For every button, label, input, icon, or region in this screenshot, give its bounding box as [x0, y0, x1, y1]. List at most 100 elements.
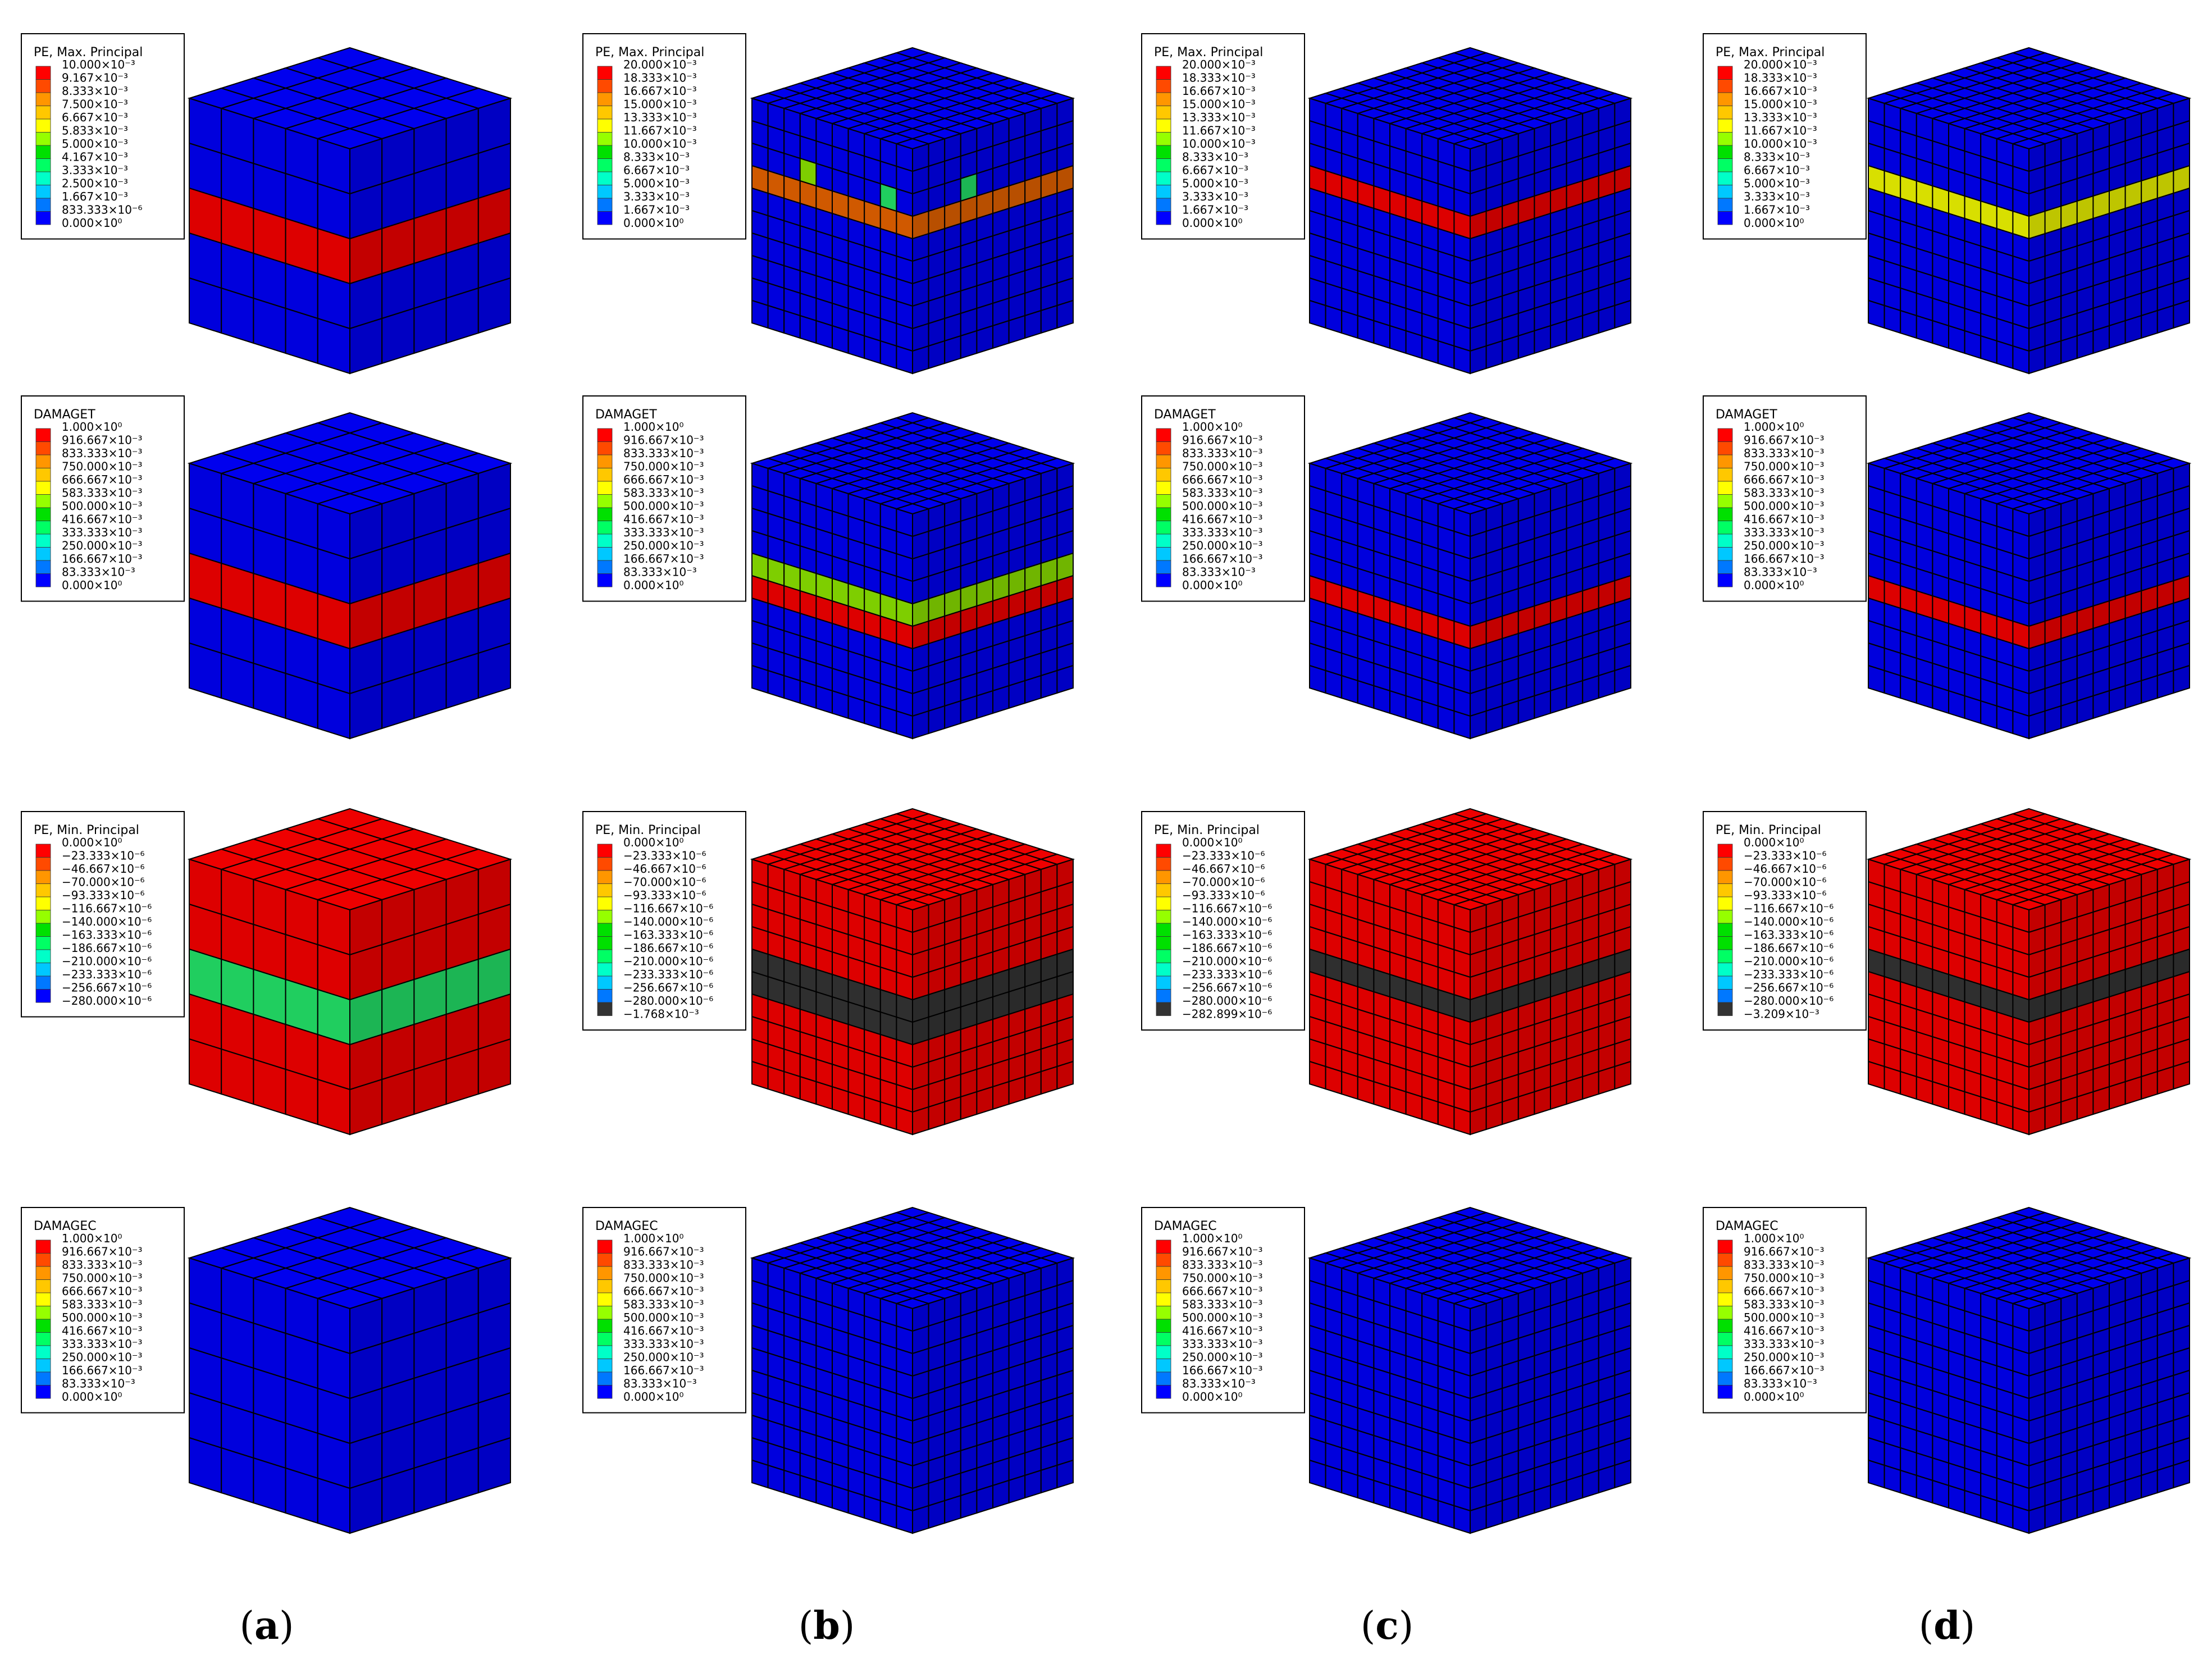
right-face-element — [2092, 325, 2110, 354]
legend-tick-label: 916.667×10⁻³ — [1182, 434, 1263, 447]
right-face-element — [2044, 1101, 2062, 1131]
legend-tick-label: 10.000×10⁻³ — [623, 137, 697, 151]
right-face-element — [960, 695, 978, 724]
right-face-element — [992, 320, 1010, 349]
right-face-element — [349, 1477, 383, 1534]
legend-tick-label: 750.000×10⁻³ — [1744, 460, 1825, 473]
right-face-element — [2060, 1096, 2078, 1125]
left-face-element — [1948, 690, 1965, 719]
legend-swatch — [597, 560, 613, 574]
legend-swatch — [1717, 1266, 1733, 1280]
left-face-element — [1964, 330, 1982, 359]
legend-tick-label: 13.333×10⁻³ — [623, 111, 697, 124]
legend-swatch — [1717, 211, 1733, 225]
legend-swatch — [597, 211, 613, 225]
left-face-element — [221, 287, 254, 344]
legend-swatch — [35, 844, 51, 858]
right-face-element — [1598, 1464, 1616, 1494]
left-face-element — [1932, 685, 1949, 714]
legend-swatch — [597, 481, 613, 495]
legend-tick-label: 8.333×10⁻³ — [1744, 151, 1810, 164]
right-face-element — [928, 340, 946, 370]
legend-swatch — [1156, 560, 1171, 574]
legend-tick-label: 1.000×10⁰ — [1182, 420, 1242, 434]
legend-tick-label: −140.000×10⁻⁶ — [623, 915, 713, 928]
right-face-element — [928, 1101, 946, 1131]
legend-swatch — [35, 198, 51, 212]
left-face-element — [1341, 1070, 1358, 1100]
legend-swatch — [597, 1253, 613, 1267]
legend-tick-label: 3.333×10⁻³ — [1182, 190, 1248, 203]
legend-tick-label: 6.667×10⁻³ — [62, 111, 128, 124]
legend-tick-label: 4.167×10⁻³ — [62, 151, 128, 164]
legend-tick-label: 83.333×10⁻³ — [623, 566, 697, 579]
left-face-element — [1309, 664, 1326, 694]
left-face-element — [879, 1500, 897, 1529]
left-face-element — [1932, 1081, 1949, 1110]
legend-tick-label: 583.333×10⁻³ — [1744, 1298, 1825, 1311]
legend-tick-label: 833.333×10⁻³ — [623, 446, 704, 460]
left-face-element — [1373, 1081, 1390, 1110]
right-face-element — [1024, 1469, 1042, 1499]
legend-swatch — [1156, 211, 1171, 225]
left-face-element — [1325, 1065, 1343, 1095]
legend-tick-label: −280.000×10⁻⁶ — [1182, 994, 1272, 1008]
right-face-element — [2141, 309, 2158, 339]
legend-tick-label: −210.000×10⁻⁶ — [623, 955, 713, 968]
legend-swatch — [597, 132, 613, 146]
right-face-element — [1056, 1459, 1074, 1489]
legend-tick-label: 250.000×10⁻³ — [1182, 539, 1263, 553]
legend-tick-label: 83.333×10⁻³ — [1744, 566, 1817, 579]
legend-swatch — [1156, 494, 1171, 508]
legend-swatch — [1156, 1266, 1171, 1280]
legend-4-1: DAMAGEC1.000×10⁰916.667×10⁻³833.333×10⁻³… — [21, 1207, 185, 1414]
legend-tick-label: −233.333×10⁻⁶ — [1182, 968, 1272, 981]
legend-swatch — [35, 1239, 51, 1254]
legend-tick-label: 666.667×10⁻³ — [62, 1284, 143, 1298]
right-face-element — [2060, 335, 2078, 364]
legend-swatch — [1156, 573, 1171, 587]
legend-tick-label: 416.667×10⁻³ — [1744, 513, 1825, 526]
legend-tick-label: −70.000×10⁻⁶ — [1744, 876, 1827, 889]
legend-tick-label: 250.000×10⁻³ — [623, 1351, 704, 1364]
left-face-element — [1421, 1494, 1439, 1524]
legend-swatch — [1717, 171, 1733, 185]
right-face-element — [1566, 1474, 1584, 1504]
right-face-element — [1470, 1505, 1487, 1534]
legend-tick-label: −210.000×10⁻⁶ — [62, 955, 152, 968]
right-face-element — [960, 1091, 978, 1120]
legend-swatch — [1717, 963, 1733, 977]
legend-swatch — [35, 547, 51, 561]
legend-swatch — [1156, 1253, 1171, 1267]
legend-tick-label: −93.333×10⁻⁶ — [1744, 888, 1827, 902]
legend-tick-label: 83.333×10⁻³ — [62, 566, 135, 579]
legend-swatch — [1717, 936, 1733, 950]
legend-swatch — [1156, 1306, 1171, 1320]
legend-tick-label: 916.667×10⁻³ — [62, 434, 143, 447]
legend-tick-label: 416.667×10⁻³ — [62, 1324, 143, 1338]
left-face-element — [1373, 320, 1390, 349]
legend-tick-label: 0.000×10⁰ — [62, 1390, 122, 1403]
legend-tick-label: 16.667×10⁻³ — [1182, 84, 1256, 98]
legend-tick-label: 166.667×10⁻³ — [1182, 552, 1263, 566]
legend-tick-label: 18.333×10⁻³ — [1744, 71, 1817, 85]
legend-swatch — [597, 428, 613, 442]
legend-tick-label: 6.667×10⁻³ — [1182, 163, 1248, 177]
left-face-element — [1915, 1076, 1933, 1105]
legend-swatch — [597, 963, 613, 977]
left-face-element — [285, 1068, 318, 1125]
left-face-element — [1915, 680, 1933, 709]
left-face-element — [783, 309, 801, 339]
legend-tick-label: −70.000×10⁻⁶ — [1182, 876, 1265, 889]
legend-tick-label: 333.333×10⁻³ — [1182, 526, 1263, 539]
left-face-element — [317, 1477, 350, 1534]
legend-swatch — [1156, 1002, 1171, 1016]
legend-tick-label: −140.000×10⁻⁶ — [1744, 915, 1834, 928]
left-face-element — [1868, 1060, 1885, 1090]
legend-tick-label: 916.667×10⁻³ — [1744, 1245, 1825, 1259]
left-face-element — [1421, 700, 1439, 730]
legend-swatch — [1156, 870, 1171, 884]
left-face-element — [1915, 1474, 1933, 1504]
right-face-element — [1534, 325, 1551, 354]
left-face-element — [799, 680, 817, 709]
